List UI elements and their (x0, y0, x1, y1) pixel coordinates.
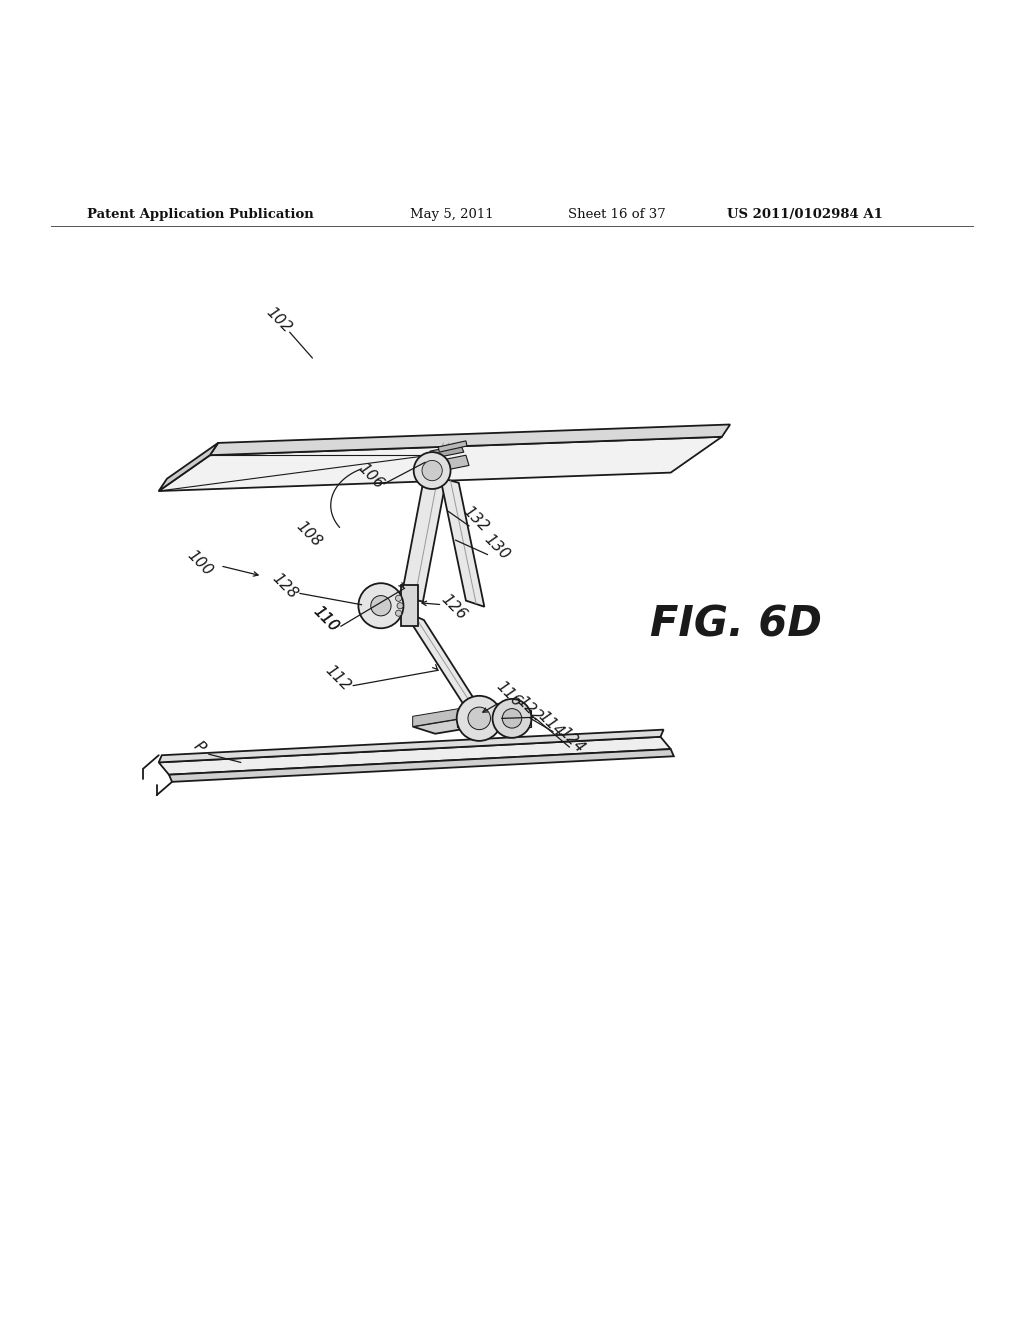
Polygon shape (210, 425, 730, 455)
Text: 130: 130 (481, 532, 512, 564)
Text: 132: 132 (461, 503, 492, 535)
Polygon shape (430, 445, 464, 458)
Polygon shape (159, 730, 664, 763)
Text: 102: 102 (263, 305, 294, 335)
Polygon shape (159, 737, 671, 775)
Circle shape (397, 603, 403, 609)
Circle shape (395, 610, 401, 616)
Circle shape (422, 461, 442, 480)
Polygon shape (438, 441, 467, 453)
Text: 108: 108 (294, 519, 325, 549)
Circle shape (502, 709, 521, 729)
Polygon shape (413, 706, 474, 726)
Text: 110: 110 (310, 603, 341, 635)
Text: 128: 128 (269, 570, 300, 602)
Polygon shape (403, 611, 486, 718)
Circle shape (371, 595, 391, 616)
Text: US 2011/0102984 A1: US 2011/0102984 A1 (727, 209, 883, 220)
Text: FIG. 6D: FIG. 6D (650, 603, 822, 645)
Circle shape (493, 698, 531, 738)
Text: P: P (190, 738, 207, 755)
Polygon shape (401, 473, 446, 602)
Text: 106: 106 (355, 461, 386, 491)
Circle shape (457, 696, 502, 741)
Circle shape (414, 453, 451, 488)
Text: 122: 122 (514, 693, 545, 725)
Polygon shape (401, 585, 418, 626)
Text: 112: 112 (323, 663, 353, 694)
Polygon shape (159, 437, 722, 491)
Polygon shape (159, 444, 218, 491)
Polygon shape (440, 478, 484, 607)
Text: 124: 124 (556, 725, 587, 755)
Polygon shape (169, 748, 674, 781)
Text: Sheet 16 of 37: Sheet 16 of 37 (568, 209, 666, 220)
Text: 110: 110 (310, 603, 341, 635)
Text: May 5, 2011: May 5, 2011 (410, 209, 494, 220)
Circle shape (468, 708, 490, 730)
Text: Patent Application Publication: Patent Application Publication (87, 209, 313, 220)
Text: 126: 126 (438, 591, 469, 623)
Text: 100: 100 (184, 546, 215, 578)
Circle shape (358, 583, 403, 628)
Text: 114: 114 (536, 709, 566, 741)
Polygon shape (413, 717, 497, 734)
Circle shape (395, 595, 401, 602)
Polygon shape (457, 710, 531, 726)
Text: 116: 116 (494, 678, 524, 709)
Polygon shape (425, 455, 469, 474)
